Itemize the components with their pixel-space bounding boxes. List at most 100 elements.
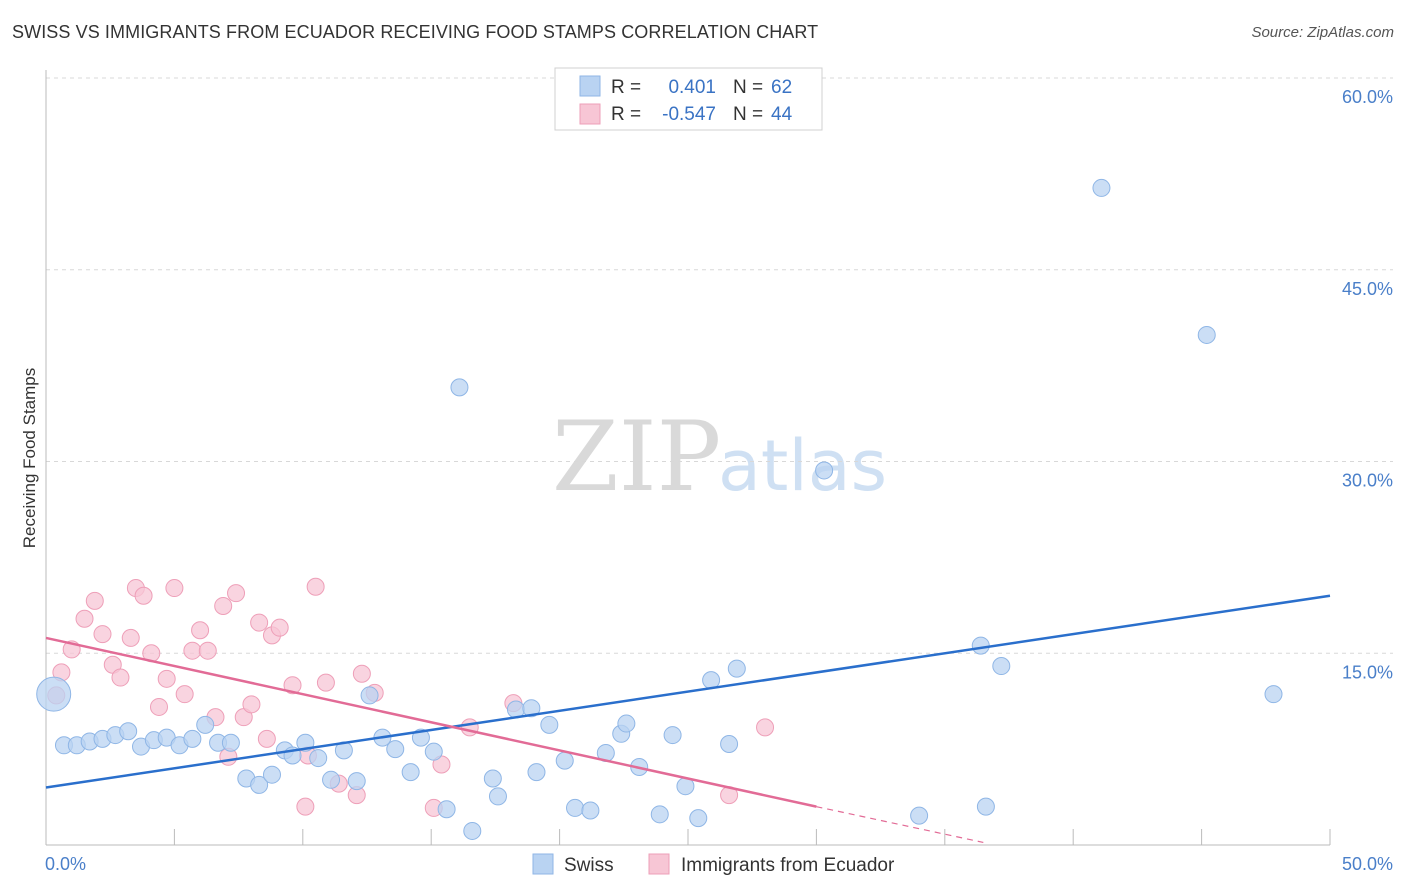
legend-n-value-ecuador: 44	[771, 104, 793, 125]
ecuador-point	[756, 718, 775, 737]
correlation-legend: R = 0.401 N = 62 R = -0.547 N = 44	[554, 67, 823, 131]
ecuador-point	[93, 625, 112, 644]
swiss-point	[483, 769, 502, 788]
ecuador-point	[227, 584, 246, 603]
swiss-point	[971, 636, 990, 655]
ecuador-point	[198, 641, 217, 660]
ecuador-point	[75, 609, 94, 628]
legend-r-value-ecuador: -0.547	[662, 104, 716, 125]
swiss-point	[1264, 685, 1283, 704]
swiss-point	[522, 699, 541, 718]
y-tick-label-30: 30.0%	[1342, 471, 1393, 491]
swiss-point	[1197, 325, 1216, 344]
swiss-point	[196, 715, 215, 734]
bottom-legend-label-ecuador: Immigrants from Ecuador	[681, 855, 895, 876]
legend-n-label-ecuador: N =	[733, 104, 763, 125]
ecuador-trend-line	[45, 636, 817, 808]
ecuador-point	[257, 729, 276, 748]
ecuador-point	[270, 618, 289, 637]
ecuador-point	[316, 673, 335, 692]
swiss-point	[650, 805, 669, 824]
swiss-point	[221, 733, 240, 752]
bottom-legend-label-swiss: Swiss	[564, 855, 614, 876]
ecuador-point	[250, 613, 269, 632]
ecuador-point	[121, 628, 140, 647]
legend-n-value-swiss: 62	[771, 77, 792, 98]
swiss-point	[910, 806, 929, 825]
swiss-point	[720, 735, 739, 754]
swiss-point	[727, 659, 746, 678]
swiss-point	[386, 740, 405, 759]
ecuador-point	[283, 676, 302, 695]
y-axis-label: Receiving Food Stamps	[20, 368, 39, 548]
swiss-point	[309, 749, 328, 768]
swiss-point	[566, 798, 585, 817]
swiss-point	[815, 461, 834, 480]
bottom-legend-swatch-swiss	[532, 853, 554, 875]
swiss-point	[401, 763, 420, 782]
swiss-point	[36, 676, 72, 712]
swiss-point	[347, 772, 366, 791]
swiss-point	[119, 722, 138, 741]
swiss-point	[1092, 178, 1111, 197]
ecuador-point	[183, 641, 202, 660]
legend-r-label-swiss: R =	[611, 77, 641, 98]
swiss-point	[463, 821, 482, 840]
gridlines	[46, 77, 1393, 654]
swiss-point	[689, 809, 708, 828]
swiss-point	[424, 742, 443, 761]
swiss-point	[527, 763, 546, 782]
ecuador-point	[134, 586, 153, 605]
ecuador-trend-line-extension	[816, 806, 984, 844]
swiss-point	[437, 800, 456, 819]
ecuador-point	[85, 591, 104, 610]
swiss-point	[450, 378, 469, 397]
ecuador-point	[306, 577, 325, 596]
ecuador-point	[242, 695, 261, 714]
swiss-trend-line	[45, 594, 1331, 789]
ecuador-point	[111, 668, 130, 687]
swiss-point	[555, 751, 574, 770]
ecuador-point	[460, 718, 479, 737]
swiss-point	[540, 715, 559, 734]
ecuador-point	[149, 697, 168, 716]
ecuador-point	[191, 621, 210, 640]
swiss-point	[183, 729, 202, 748]
y-axis-tick-labels: 15.0% 30.0% 45.0% 60.0%	[1342, 87, 1393, 682]
swiss-point	[250, 775, 269, 794]
swiss-point	[322, 770, 341, 789]
swiss-points	[36, 178, 1283, 840]
ecuador-point	[296, 797, 315, 816]
legend-r-value-swiss: 0.401	[668, 77, 716, 98]
x-axis-ticks	[45, 829, 1331, 845]
watermark-zip: ZIP	[552, 401, 721, 513]
ecuador-point	[352, 664, 371, 683]
ecuador-point	[175, 685, 194, 704]
swiss-point	[262, 765, 281, 784]
legend-swatch-swiss	[579, 75, 601, 97]
watermark-atlas: atlas	[718, 425, 887, 507]
y-tick-label-15: 15.0%	[1342, 662, 1393, 682]
series-legend: Swiss Immigrants from Ecuador	[532, 853, 895, 876]
x-tick-label-max: 50.0%	[1342, 854, 1393, 874]
swiss-point	[663, 726, 682, 745]
y-tick-label-60: 60.0%	[1342, 87, 1393, 107]
chart-title: SWISS VS IMMIGRANTS FROM ECUADOR RECEIVI…	[12, 22, 819, 42]
y-tick-label-45: 45.0%	[1342, 279, 1393, 299]
swiss-point	[360, 686, 379, 705]
ecuador-point	[157, 669, 176, 688]
swiss-point	[976, 797, 995, 816]
ecuador-point	[165, 579, 184, 598]
swiss-point	[488, 787, 507, 806]
trend-lines	[45, 594, 1331, 844]
swiss-point	[617, 714, 636, 733]
swiss-point	[581, 801, 600, 820]
legend-n-label-swiss: N =	[733, 77, 763, 98]
legend-r-label-ecuador: R =	[611, 104, 641, 125]
x-tick-label-min: 0.0%	[45, 854, 86, 874]
ecuador-point	[214, 596, 233, 615]
swiss-point	[992, 657, 1011, 676]
watermark: ZIP atlas	[552, 401, 887, 513]
chart-source: Source: ZipAtlas.com	[1251, 24, 1394, 41]
